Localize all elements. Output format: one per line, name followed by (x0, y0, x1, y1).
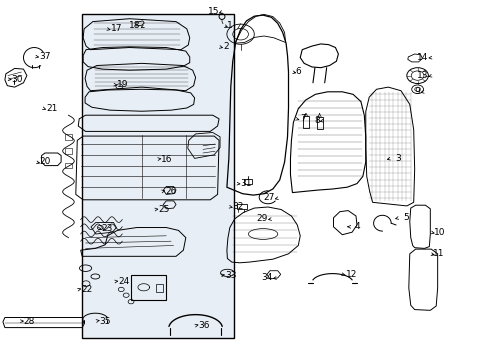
Bar (131, 275, 166, 300)
Text: 35: 35 (100, 317, 111, 325)
Text: 2: 2 (223, 42, 228, 51)
Bar (82, 14, 233, 338)
Text: 21: 21 (46, 104, 57, 112)
Bar (64, 148, 72, 154)
Text: 16: 16 (161, 154, 173, 163)
Bar (316, 117, 322, 129)
Text: 3: 3 (394, 154, 400, 163)
Text: 18: 18 (129, 21, 141, 30)
Text: 13: 13 (416, 71, 427, 80)
Bar (64, 134, 72, 140)
Text: 4: 4 (354, 222, 360, 231)
Text: 5: 5 (402, 213, 408, 222)
Text: 30: 30 (12, 75, 23, 84)
Text: 1: 1 (226, 21, 232, 30)
Bar (236, 204, 247, 209)
Text: 26: 26 (165, 187, 176, 196)
Text: 36: 36 (198, 321, 210, 330)
Text: 7: 7 (299, 114, 305, 123)
Text: 22: 22 (81, 285, 92, 294)
Text: 8: 8 (313, 116, 319, 125)
Text: 25: 25 (158, 205, 169, 214)
Text: 19: 19 (117, 80, 129, 89)
Text: 15: 15 (207, 7, 219, 16)
Text: 29: 29 (256, 214, 267, 223)
Text: 10: 10 (433, 228, 445, 237)
Text: 24: 24 (118, 277, 129, 286)
Text: 11: 11 (432, 249, 444, 258)
Text: 33: 33 (224, 271, 236, 280)
Text: 14: 14 (416, 53, 427, 62)
Text: 20: 20 (39, 157, 50, 166)
Text: 17: 17 (110, 24, 122, 33)
Text: 34: 34 (261, 274, 272, 282)
Text: 31: 31 (240, 179, 252, 188)
Text: 12: 12 (346, 270, 357, 279)
Text: 37: 37 (39, 52, 51, 61)
Bar (64, 163, 72, 168)
Text: 23: 23 (102, 224, 113, 233)
Text: 6: 6 (295, 68, 301, 77)
Bar (243, 179, 252, 184)
Text: 28: 28 (23, 317, 35, 325)
Bar (155, 284, 163, 292)
Text: 27: 27 (263, 194, 274, 202)
Text: 32: 32 (232, 202, 244, 211)
Bar (303, 116, 308, 128)
Text: 9: 9 (414, 87, 420, 96)
